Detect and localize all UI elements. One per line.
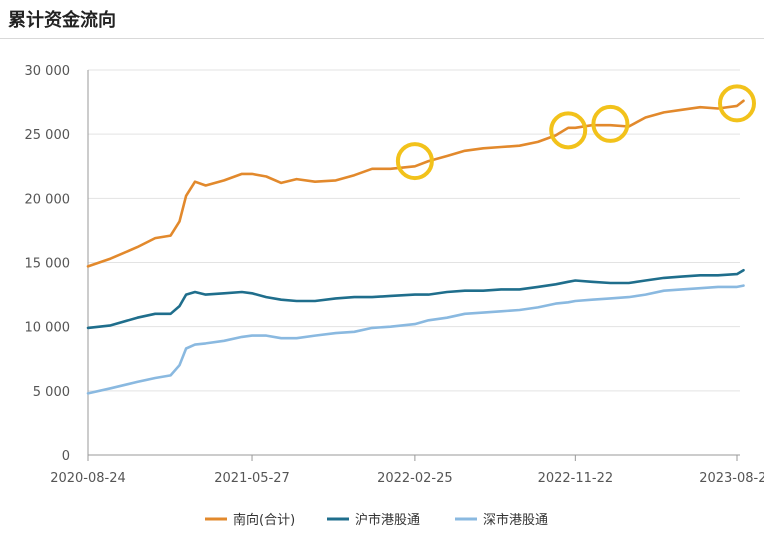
highlight-circle (549, 111, 588, 150)
highlight-circle (591, 104, 630, 143)
y-tick-label: 0 (62, 449, 70, 464)
page-title: 累计资金流向 (8, 10, 116, 31)
highlight-circle (395, 142, 434, 181)
y-tick-label: 5 000 (33, 385, 70, 400)
series-line-2 (86, 268, 745, 330)
x-tick-label: 2023-08-21 (699, 471, 764, 486)
y-tick-label: 20 000 (25, 192, 71, 207)
x-tick-label: 2020-08-24 (50, 471, 126, 486)
legend-label-3: 深市港股通 (483, 512, 548, 528)
y-tick-label: 25 000 (25, 128, 71, 143)
x-tick-label: 2022-02-25 (377, 471, 453, 486)
series-line-1 (86, 99, 745, 268)
y-tick-label: 15 000 (25, 257, 71, 272)
y-tick-label: 30 000 (25, 64, 71, 79)
legend-label-1: 南向(合计) (233, 512, 295, 528)
series-line-3 (86, 284, 745, 395)
y-tick-label: 10 000 (25, 321, 71, 336)
x-tick-label: 2021-05-27 (214, 471, 290, 486)
x-tick-label: 2022-11-22 (538, 471, 614, 486)
title-divider (0, 38, 764, 39)
highlight-circle (718, 84, 756, 123)
legend-label-2: 沪市港股通 (355, 512, 420, 528)
